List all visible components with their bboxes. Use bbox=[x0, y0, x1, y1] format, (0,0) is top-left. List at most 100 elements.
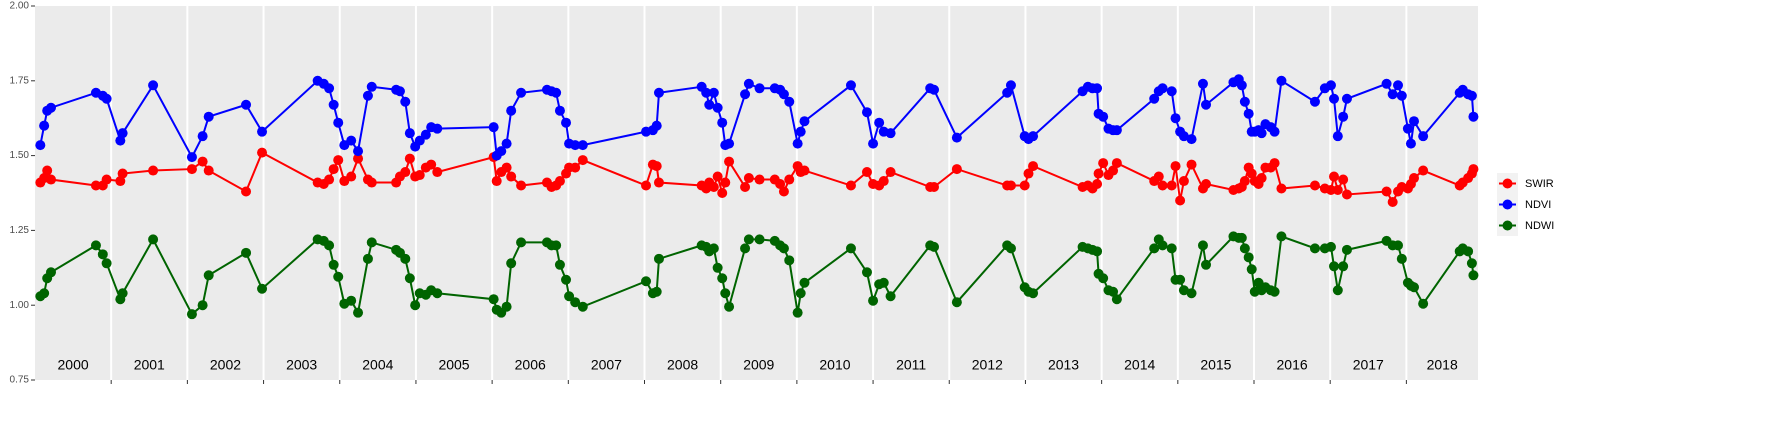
year-label: 2004 bbox=[362, 357, 393, 373]
data-point bbox=[1418, 131, 1429, 142]
data-point bbox=[362, 253, 373, 264]
data-point bbox=[561, 117, 572, 128]
data-point bbox=[1186, 159, 1197, 170]
data-point bbox=[328, 259, 339, 270]
data-point bbox=[641, 180, 652, 191]
data-point bbox=[1418, 165, 1429, 176]
data-point bbox=[1028, 131, 1039, 142]
data-point bbox=[1409, 173, 1420, 184]
year-label: 2012 bbox=[972, 357, 1003, 373]
data-point bbox=[1178, 131, 1189, 142]
data-point bbox=[35, 140, 46, 151]
y-tick-label: 1.50 bbox=[10, 150, 30, 161]
data-point bbox=[346, 295, 357, 306]
data-point bbox=[743, 234, 754, 245]
legend-label: NDWI bbox=[1525, 220, 1554, 232]
data-point bbox=[1153, 171, 1164, 182]
data-point bbox=[1276, 231, 1287, 242]
data-point bbox=[1393, 80, 1404, 91]
y-tick-label: 1.00 bbox=[10, 300, 30, 311]
data-point bbox=[651, 286, 662, 297]
data-point bbox=[717, 188, 728, 198]
data-point bbox=[1239, 96, 1250, 107]
data-point bbox=[1175, 195, 1186, 206]
data-point bbox=[1338, 111, 1349, 122]
data-point bbox=[1028, 161, 1039, 172]
data-point bbox=[885, 128, 896, 139]
data-point bbox=[488, 294, 499, 305]
data-point bbox=[1170, 113, 1181, 124]
data-point bbox=[1468, 270, 1479, 281]
data-point bbox=[45, 102, 56, 113]
data-point bbox=[1243, 252, 1254, 263]
data-point bbox=[784, 174, 795, 185]
data-point bbox=[496, 146, 507, 157]
data-point bbox=[1236, 80, 1247, 91]
data-point bbox=[333, 271, 344, 282]
data-point bbox=[117, 168, 128, 179]
data-point bbox=[1243, 108, 1254, 119]
data-point bbox=[1466, 90, 1477, 101]
data-point bbox=[501, 162, 512, 173]
data-point bbox=[792, 138, 803, 149]
legend-dot bbox=[1502, 178, 1513, 189]
data-point bbox=[101, 258, 112, 269]
data-point bbox=[653, 87, 664, 98]
data-point bbox=[708, 243, 719, 254]
data-point bbox=[1028, 288, 1039, 299]
data-point bbox=[1256, 173, 1267, 184]
data-point bbox=[1325, 80, 1336, 91]
data-point bbox=[929, 84, 940, 95]
data-point bbox=[712, 102, 723, 113]
data-point bbox=[1276, 75, 1287, 86]
data-point bbox=[1157, 240, 1168, 251]
data-point bbox=[1332, 185, 1343, 196]
data-point bbox=[241, 186, 252, 197]
year-label: 2005 bbox=[438, 357, 469, 373]
data-point bbox=[708, 182, 719, 193]
data-point bbox=[1246, 264, 1257, 275]
data-point bbox=[203, 111, 214, 122]
data-point bbox=[1341, 189, 1352, 200]
data-point bbox=[501, 301, 512, 312]
data-point bbox=[740, 243, 751, 254]
data-point bbox=[148, 165, 159, 176]
data-point bbox=[366, 81, 377, 92]
data-point bbox=[324, 240, 335, 251]
data-point bbox=[720, 288, 731, 299]
data-point bbox=[1396, 90, 1407, 101]
data-point bbox=[394, 86, 405, 97]
data-point bbox=[1108, 165, 1119, 176]
data-point bbox=[203, 270, 214, 281]
data-point bbox=[720, 177, 731, 188]
data-point bbox=[1149, 93, 1160, 104]
data-point bbox=[1396, 253, 1407, 264]
data-point bbox=[570, 140, 581, 151]
data-point bbox=[324, 83, 335, 94]
data-point bbox=[488, 122, 499, 133]
data-point bbox=[701, 87, 712, 98]
legend-dot bbox=[1502, 199, 1513, 210]
data-point bbox=[1005, 80, 1016, 91]
data-point bbox=[885, 167, 896, 178]
data-point bbox=[257, 147, 268, 158]
data-point bbox=[1178, 285, 1189, 296]
data-point bbox=[551, 87, 562, 98]
data-point bbox=[506, 171, 517, 182]
data-point bbox=[1098, 273, 1109, 284]
data-point bbox=[795, 288, 806, 299]
data-point bbox=[1402, 123, 1413, 134]
data-point bbox=[506, 258, 517, 269]
data-point bbox=[39, 120, 50, 131]
data-point bbox=[724, 156, 735, 167]
legend-label: SWIR bbox=[1525, 178, 1554, 190]
data-point bbox=[885, 291, 896, 302]
data-point bbox=[1166, 180, 1177, 191]
data-point bbox=[1098, 158, 1109, 169]
data-point bbox=[1098, 111, 1109, 122]
data-point bbox=[929, 182, 940, 193]
data-point bbox=[324, 174, 335, 185]
data-point bbox=[651, 161, 662, 172]
data-point bbox=[712, 171, 723, 182]
year-label: 2006 bbox=[515, 357, 546, 373]
